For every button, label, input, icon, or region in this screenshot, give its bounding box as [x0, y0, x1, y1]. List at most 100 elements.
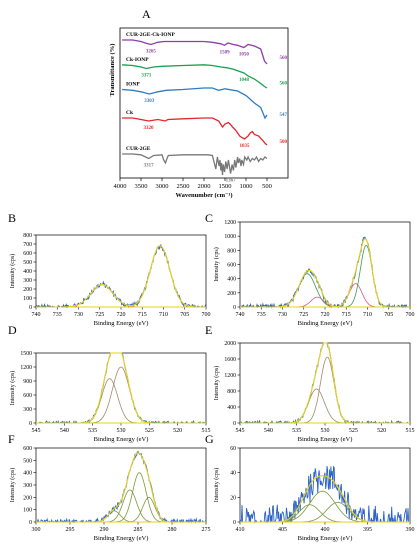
y-tick-label: 1600	[224, 357, 236, 363]
peak-label: 547	[280, 113, 288, 118]
x-tick-label: 300	[32, 527, 41, 533]
fit-component-line	[36, 378, 206, 424]
raw-data-line	[35, 244, 207, 309]
panel-letter: D	[8, 323, 17, 337]
plot-frame	[35, 352, 207, 424]
peak-label: 560	[280, 82, 288, 87]
y-tick-label: 800	[227, 248, 236, 254]
x-tick-label: 715	[138, 312, 147, 318]
x-tick-label: 3000	[156, 183, 169, 190]
peak-label: 3371	[141, 74, 152, 79]
peak-label: 560	[280, 56, 288, 61]
series-label: IONP	[126, 82, 140, 88]
fit-component-line	[36, 489, 206, 523]
x-tick-label: 705	[180, 312, 189, 318]
x-tick-label: 525	[145, 428, 154, 434]
panel-c: C 740 735 730 725 720 715 710 705 700 0 200 400 600 80…	[205, 211, 415, 327]
y-tick-label: 400	[23, 471, 32, 477]
raw-data-line	[239, 236, 410, 309]
series-line	[122, 87, 268, 120]
y-tick-label: 60	[230, 446, 236, 452]
x-tick-label: 410	[236, 527, 245, 533]
x-tick-label: 540	[264, 428, 273, 434]
x-tick-label: 735	[257, 312, 266, 318]
panel-letter: B	[8, 211, 16, 225]
x-axis-label: Binding Energy (eV)	[94, 535, 149, 542]
y-axis-label: Intensity (cps)	[9, 371, 16, 406]
x-tick-label: 705	[384, 312, 393, 318]
fit-component-line	[36, 284, 206, 308]
y-tick-label: 500	[23, 260, 32, 266]
y-tick-label: 20	[230, 495, 236, 501]
series-label: CUR-2GE-Ck-IONP	[126, 32, 176, 38]
x-tick-label: 4000	[114, 183, 127, 190]
y-tick-label: 1000	[224, 234, 236, 240]
fit-envelope-line	[36, 245, 206, 308]
y-tick-label: 300	[23, 483, 32, 489]
x-tick-label: 1000	[240, 183, 253, 190]
x-axis-label: Binding Energy (eV)	[94, 320, 149, 327]
x-tick-label: 405	[278, 527, 287, 533]
raw-data-line	[239, 465, 410, 524]
raw-data-line	[35, 352, 207, 424]
x-tick-label: 290	[100, 527, 109, 533]
x-tick-label: 275	[202, 527, 211, 533]
fit-component-line	[36, 366, 206, 424]
y-tick-label: 0	[29, 520, 32, 526]
x-axis-label: Binding Energy (eV)	[94, 436, 149, 443]
x-tick-label: 710	[159, 312, 168, 318]
fit-component-line	[36, 245, 206, 308]
panel-letter: A	[142, 7, 151, 21]
fit-component-line	[240, 388, 410, 424]
peak-label: 1035	[240, 144, 251, 149]
x-tick-label: 400	[321, 527, 330, 533]
x-tick-label: 295	[66, 527, 75, 533]
y-axis-label: Intensity (cps)	[9, 468, 16, 503]
fit-envelope-line	[36, 352, 206, 424]
y-tick-label: 900	[23, 379, 32, 385]
x-tick-label: 3500	[135, 183, 148, 190]
x-axis-label: Wavenumber (cm⁻¹)	[175, 192, 232, 199]
x-tick-label: 545	[236, 428, 245, 434]
y-tick-label: 800	[227, 389, 236, 395]
x-tick-label: 535	[88, 428, 97, 434]
plot-frame	[35, 234, 207, 308]
raw-data-line	[239, 342, 410, 425]
x-tick-label: 540	[60, 428, 69, 434]
x-tick-label: 1500	[219, 183, 232, 190]
y-tick-label: 0	[233, 520, 236, 526]
x-tick-label: 530	[321, 428, 330, 434]
x-tick-label: 715	[342, 312, 351, 318]
peak-label: 1509	[220, 50, 231, 55]
x-tick-label: 2500	[177, 183, 190, 190]
y-tick-label: 400	[23, 269, 32, 275]
y-tick-label: 1500	[20, 351, 32, 357]
panel-letter: F	[8, 432, 15, 446]
y-tick-label: 200	[23, 495, 32, 501]
y-tick-label: 200	[227, 291, 236, 297]
x-tick-label: 740	[32, 312, 41, 318]
x-tick-label: 395	[363, 527, 372, 533]
x-tick-label: 530	[117, 428, 126, 434]
y-tick-label: 0	[233, 421, 236, 427]
fit-component-line	[240, 356, 410, 424]
x-tick-label: 2000	[198, 183, 211, 190]
series-line	[122, 153, 268, 176]
plot-frame	[239, 447, 411, 523]
y-tick-label: 400	[227, 277, 236, 283]
x-axis-label: Binding Energy (eV)	[298, 535, 353, 542]
x-tick-label: 525	[349, 428, 358, 434]
peak-label: 1048	[239, 78, 250, 83]
peak-label: 3317	[144, 164, 155, 169]
x-tick-label: 720	[117, 312, 126, 318]
x-tick-label: 730	[278, 312, 287, 318]
y-tick-label: 40	[230, 471, 236, 477]
panel-letter: E	[205, 323, 212, 337]
plot-frame	[239, 221, 411, 308]
x-tick-label: 700	[406, 312, 415, 318]
y-axis-label: Intensity (cps)	[213, 366, 220, 401]
x-tick-label: 725	[299, 312, 308, 318]
panel-e: E 545 540 535 530 525 520 515 0 400 800 1200 1600 200…	[205, 323, 415, 443]
x-tick-label: 720	[321, 312, 330, 318]
